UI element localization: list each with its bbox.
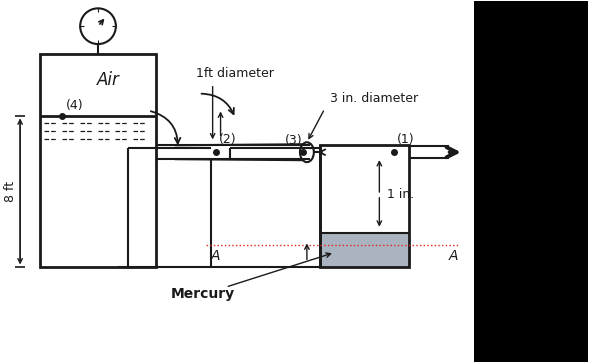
Text: A: A (211, 249, 220, 264)
Text: 1 in.: 1 in. (387, 188, 415, 201)
Text: A: A (449, 249, 458, 264)
Text: 8 ft: 8 ft (4, 181, 17, 202)
Text: (1): (1) (397, 133, 415, 146)
Text: (4): (4) (65, 99, 83, 112)
Text: 1ft diameter: 1ft diameter (196, 67, 274, 80)
Text: 3 in. diameter: 3 in. diameter (330, 92, 418, 105)
Text: (3): (3) (285, 134, 303, 147)
Text: Mercury: Mercury (171, 287, 235, 301)
Text: (2): (2) (218, 133, 236, 146)
Bar (40, 54, 156, 267)
Bar (320, 145, 409, 267)
Text: Air: Air (97, 71, 119, 89)
Bar (474, 1, 588, 362)
Bar (320, 233, 409, 267)
